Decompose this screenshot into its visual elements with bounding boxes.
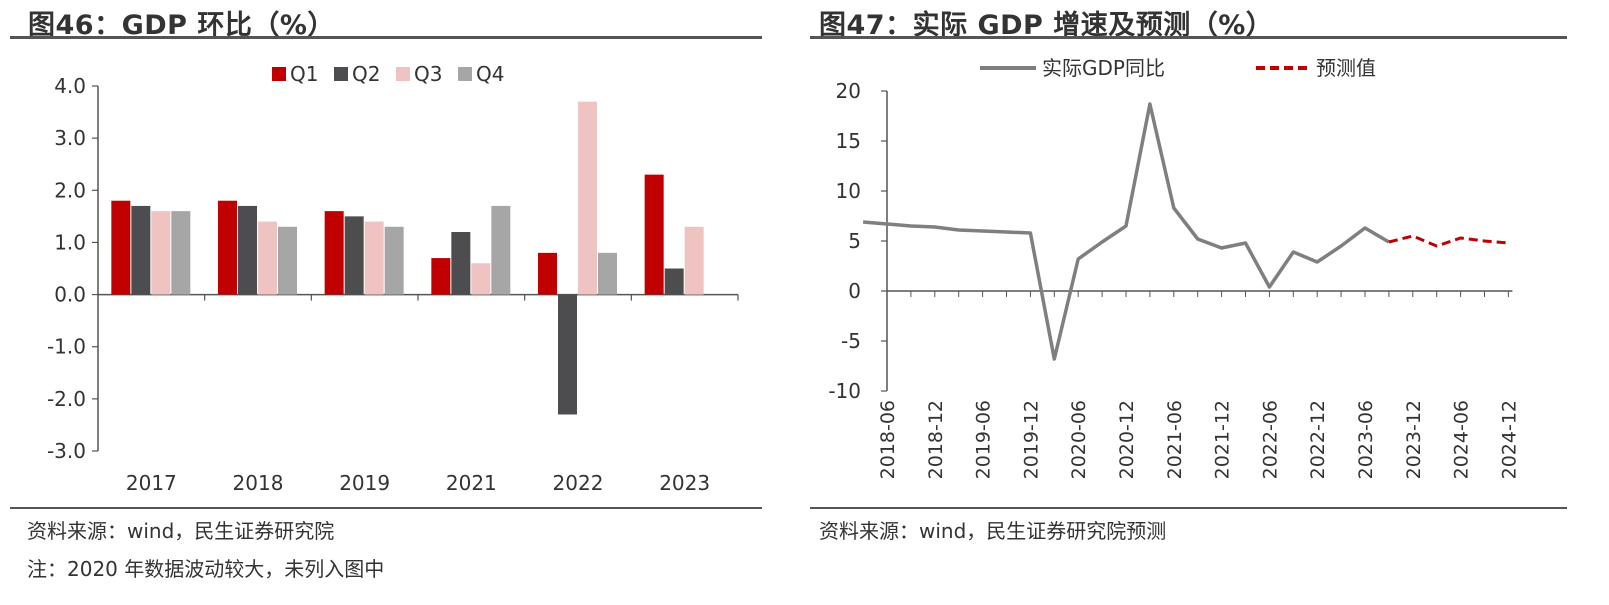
left-chart-panel: 图46：GDP 环比（%） 4.0 3.0 2.0 1.0 0.0 -1.0 -2.0 -3.… bbox=[0, 0, 800, 605]
right-x-tick-label: 2023-12 bbox=[1403, 400, 1425, 479]
left-bar-q4 bbox=[171, 211, 191, 295]
left-bar-q2 bbox=[344, 216, 364, 295]
right-y-tick-label: 15 bbox=[836, 129, 861, 153]
left-x-tick-label: 2023 bbox=[659, 471, 710, 495]
right-line-chart: 20 15 10 5 0 -5 -10 2018-06 2018-12 2019-06 2019-1… bbox=[828, 56, 1520, 479]
left-bar-q2 bbox=[558, 294, 577, 415]
right-x-tick-label: 2020-06 bbox=[1068, 400, 1090, 479]
left-legend-label-q2: Q2 bbox=[352, 62, 380, 86]
left-y-tick-label: -1.0 bbox=[47, 335, 86, 359]
left-bar-q4 bbox=[384, 226, 404, 295]
right-x-tick-label: 2021-12 bbox=[1212, 400, 1234, 479]
left-bar-q1 bbox=[538, 252, 557, 295]
left-y-tick-label: 0.0 bbox=[54, 283, 86, 307]
left-legend-swatch-q1 bbox=[272, 67, 286, 81]
left-y-tick-label: 4.0 bbox=[54, 74, 86, 98]
left-title-rule bbox=[10, 36, 762, 39]
left-bar-q1 bbox=[111, 200, 131, 295]
left-bar-q4 bbox=[491, 205, 511, 295]
right-y-tick-label: 5 bbox=[848, 229, 861, 253]
left-x-tick-label: 2017 bbox=[126, 471, 177, 495]
left-bar-q4 bbox=[598, 252, 617, 295]
legend-label-forecast: 预测值 bbox=[1316, 56, 1376, 80]
left-y-tick-label: -3.0 bbox=[47, 439, 86, 463]
right-x-tick-label: 2019-12 bbox=[1020, 400, 1042, 479]
left-bar-q3 bbox=[364, 221, 384, 295]
right-x-tick-label: 2023-06 bbox=[1355, 400, 1377, 479]
right-footer-rule bbox=[810, 507, 1567, 509]
right-x-tick-label: 2022-06 bbox=[1259, 400, 1281, 479]
right-x-tick-label: 2018-12 bbox=[925, 400, 947, 479]
left-bar-q1 bbox=[644, 174, 664, 295]
right-y-tick-label: -10 bbox=[828, 379, 861, 403]
left-legend-swatch-q2 bbox=[334, 67, 348, 81]
left-y-tick-label: 2.0 bbox=[54, 178, 86, 202]
right-x-tick-label: 2019-06 bbox=[973, 400, 995, 479]
right-title-rule bbox=[810, 36, 1567, 39]
left-legend-label-q1: Q1 bbox=[290, 62, 318, 86]
left-figure-title: 图46：GDP 环比（%） bbox=[28, 10, 335, 41]
legend-label-actual-gdp: 实际GDP同比 bbox=[1042, 56, 1165, 80]
right-x-tick-label: 2024-12 bbox=[1498, 400, 1520, 479]
left-legend-swatch-q4 bbox=[458, 67, 472, 81]
forecast-line bbox=[1388, 234, 1509, 248]
left-bar-q3 bbox=[258, 221, 277, 295]
left-bar-q1 bbox=[218, 200, 237, 295]
left-legend-label-q3: Q3 bbox=[414, 62, 442, 86]
left-bar-q2 bbox=[238, 205, 257, 295]
left-bar-q1 bbox=[324, 211, 344, 295]
left-x-tick-label: 2019 bbox=[339, 471, 390, 495]
left-footnote: 注：2020 年数据波动较大，未列入图中 bbox=[27, 557, 385, 581]
left-x-tick-label: 2022 bbox=[553, 471, 604, 495]
left-bar-q2 bbox=[451, 232, 471, 295]
left-bar-q3 bbox=[471, 263, 491, 295]
left-bar-q3 bbox=[578, 101, 597, 295]
left-footer-rule bbox=[10, 507, 762, 509]
right-x-tick-label: 2018-06 bbox=[877, 400, 899, 479]
left-bar-q2 bbox=[664, 268, 684, 295]
right-x-tick-label: 2020-12 bbox=[1116, 400, 1138, 479]
right-y-tick-label: 20 bbox=[836, 79, 861, 103]
right-x-tick-label: 2021-06 bbox=[1164, 400, 1186, 479]
left-x-tick-label: 2021 bbox=[446, 471, 497, 495]
left-bar-q4 bbox=[278, 226, 297, 295]
right-y-tick-label: -5 bbox=[841, 329, 861, 353]
left-legend-label-q4: Q4 bbox=[476, 62, 504, 86]
left-bar-q2 bbox=[131, 205, 151, 295]
left-bar-q1 bbox=[431, 258, 451, 295]
right-y-tick-label: 0 bbox=[848, 279, 861, 303]
right-chart-panel: 图47：实际 GDP 增速及预测（%） 20 15 10 5 0 -5 -10 2018-06… bbox=[800, 0, 1609, 605]
right-x-tick-label: 2024-06 bbox=[1451, 400, 1473, 479]
right-source-note: 资料来源：wind，民生证券研究院预测 bbox=[819, 519, 1167, 543]
left-y-tick-label: -2.0 bbox=[47, 387, 86, 411]
left-source-note: 资料来源：wind，民生证券研究院 bbox=[27, 519, 335, 543]
left-legend-swatch-q3 bbox=[396, 67, 410, 81]
left-bar-q3 bbox=[151, 211, 171, 295]
left-bar-q3 bbox=[684, 226, 704, 295]
right-figure-title: 图47：实际 GDP 增速及预测（%） bbox=[819, 10, 1274, 41]
left-y-tick-label: 1.0 bbox=[54, 230, 86, 254]
left-y-tick-label: 3.0 bbox=[54, 126, 86, 150]
right-x-tick-label: 2022-12 bbox=[1307, 400, 1329, 479]
right-y-tick-label: 10 bbox=[836, 179, 861, 203]
actual-gdp-line bbox=[862, 102, 1390, 361]
left-x-tick-label: 2018 bbox=[233, 471, 284, 495]
left-bar-chart: 4.0 3.0 2.0 1.0 0.0 -1.0 -2.0 -3.0 2017 2018 2019 2… bbox=[47, 62, 739, 495]
